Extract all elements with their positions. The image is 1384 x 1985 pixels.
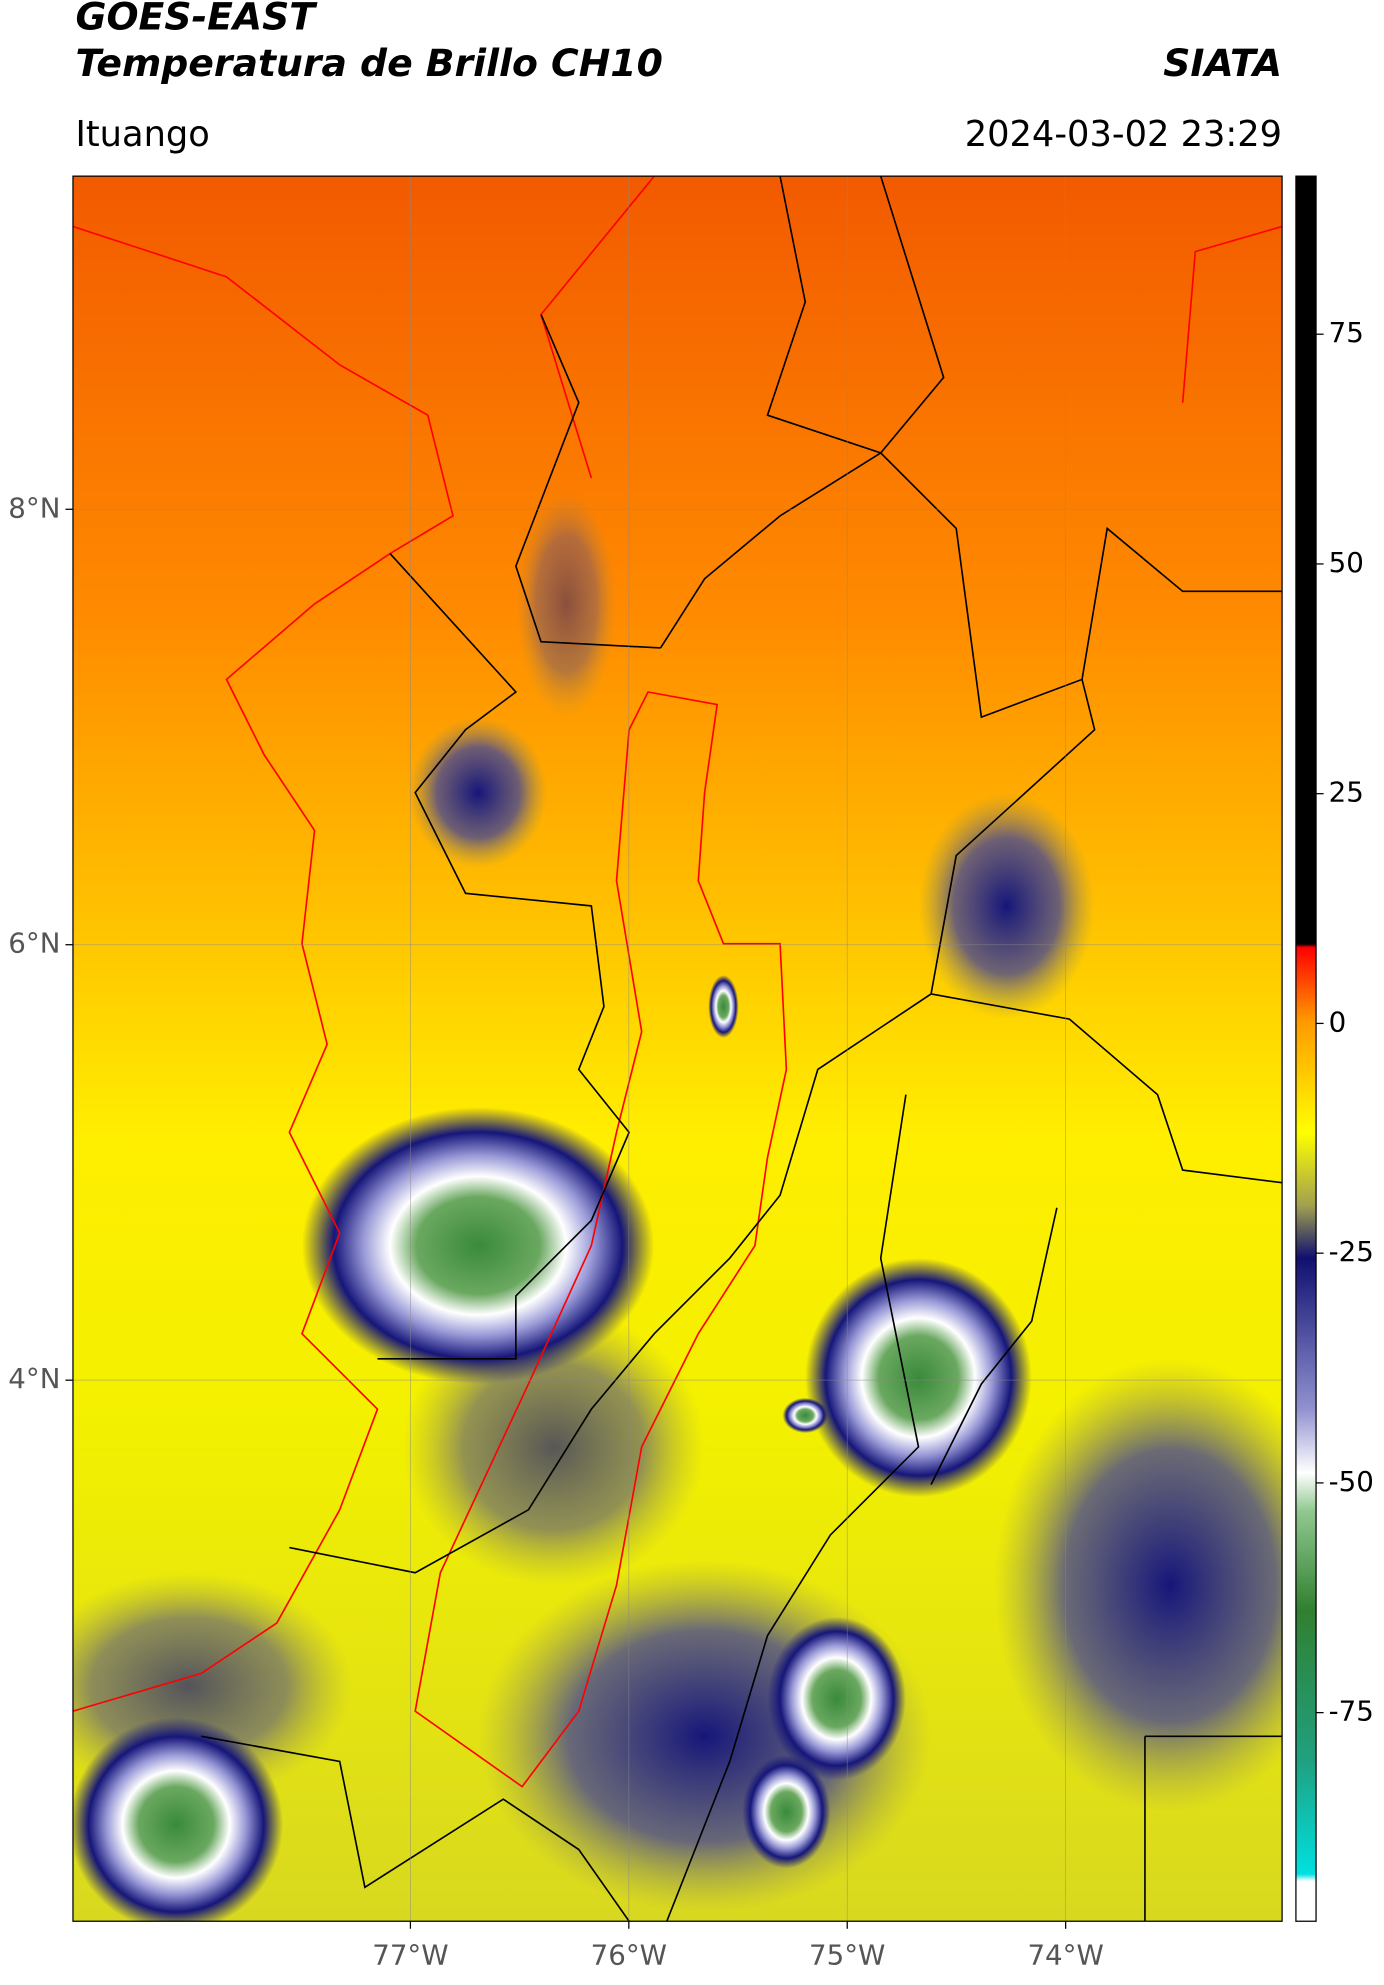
x-tick-label: 75°W <box>809 1938 885 1971</box>
colorbar <box>1295 175 1317 1922</box>
colorbar-tick-label: 0 <box>1329 1005 1347 1038</box>
plot-frame <box>72 175 1283 1922</box>
x-tick-label: 77°W <box>372 1938 448 1971</box>
grid <box>72 176 1283 1922</box>
source: SIATA <box>1163 41 1282 85</box>
title: GOES-EAST <box>75 0 318 38</box>
colorbar-tick-label: 25 <box>1329 776 1364 809</box>
subtitle: Temperatura de Brillo CH10 <box>75 41 662 85</box>
y-tick-label: 4°N <box>8 1362 60 1395</box>
x-tick-label: 74°W <box>1027 1938 1103 1971</box>
map-image <box>72 176 1283 1922</box>
timestamp: 2024-03-02 23:29 <box>965 114 1282 155</box>
colorbar-tick-label: -50 <box>1329 1465 1374 1498</box>
location: Ituango <box>75 114 209 155</box>
y-tick-label: 6°N <box>8 927 60 960</box>
x-tick-label: 76°W <box>591 1938 667 1971</box>
colorbar-tick-label: -75 <box>1329 1695 1374 1728</box>
y-tick-label: 8°N <box>8 491 60 524</box>
colorbar-tick-label: 50 <box>1329 546 1364 579</box>
colorbar-tick-label: -25 <box>1329 1235 1374 1268</box>
colorbar-tick-label: 75 <box>1329 316 1364 349</box>
